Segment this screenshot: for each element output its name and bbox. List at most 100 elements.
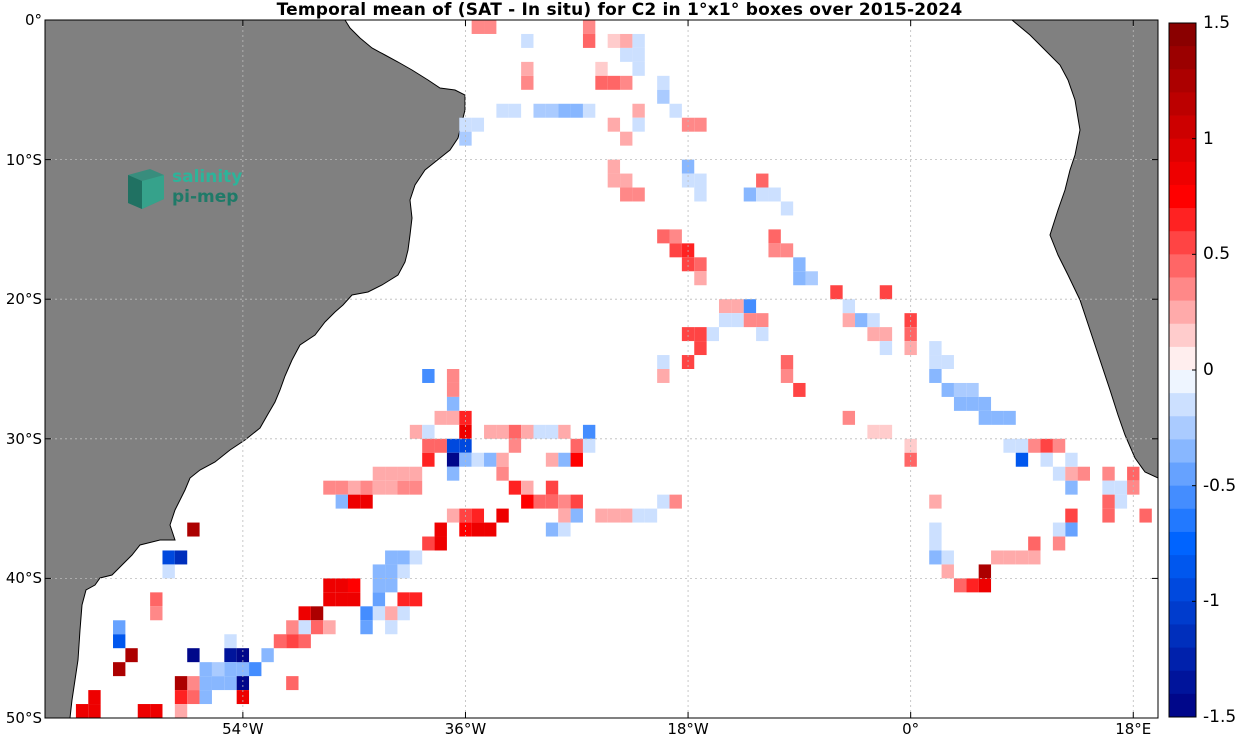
heatmap-cell bbox=[620, 131, 633, 146]
heatmap-cell bbox=[607, 159, 621, 174]
colorbar-swatch bbox=[1169, 416, 1196, 440]
heatmap-cell bbox=[694, 173, 707, 188]
heatmap-cell bbox=[582, 424, 596, 439]
heatmap-cell bbox=[867, 424, 880, 439]
heatmap-cell bbox=[1052, 438, 1066, 453]
colorbar-swatch bbox=[1169, 670, 1196, 695]
heatmap-cell bbox=[508, 424, 522, 439]
heatmap-cell bbox=[298, 620, 311, 635]
heatmap-cell bbox=[422, 424, 435, 439]
heatmap-cell bbox=[545, 424, 559, 439]
colorbar-tick-label: -0.5 bbox=[1203, 475, 1237, 496]
heatmap-cell bbox=[669, 494, 682, 509]
heatmap-cell bbox=[929, 550, 942, 565]
heatmap-cell bbox=[620, 173, 633, 188]
heatmap-cell bbox=[978, 396, 992, 411]
heatmap-cell bbox=[558, 452, 571, 467]
heatmap-cell bbox=[929, 341, 942, 356]
colorbar-swatch bbox=[1169, 624, 1196, 648]
heatmap-cell bbox=[570, 103, 583, 118]
heatmap-cell bbox=[187, 648, 200, 663]
heatmap-cell bbox=[694, 117, 707, 132]
heatmap-cell bbox=[879, 327, 893, 342]
heatmap-cell bbox=[657, 494, 670, 509]
heatmap-cell bbox=[879, 341, 893, 356]
heatmap-cell bbox=[855, 313, 868, 328]
heatmap-cell bbox=[496, 424, 509, 439]
heatmap-cell bbox=[224, 634, 237, 649]
heatmap-cell bbox=[694, 187, 707, 202]
heatmap-cell bbox=[558, 494, 571, 509]
heatmap-cell bbox=[1052, 466, 1066, 481]
y-tick-label: 10°S bbox=[5, 150, 42, 169]
heatmap-cell bbox=[1040, 438, 1053, 453]
heatmap-cell bbox=[978, 410, 992, 425]
heatmap-cell bbox=[224, 662, 237, 677]
heatmap-cell bbox=[607, 173, 621, 188]
heatmap-cell bbox=[1102, 494, 1115, 509]
heatmap-cell bbox=[1102, 466, 1115, 481]
heatmap-cell bbox=[966, 382, 979, 397]
colorbar-swatch bbox=[1169, 69, 1196, 93]
heatmap-cell bbox=[360, 606, 373, 621]
heatmap-cell bbox=[199, 662, 212, 677]
heatmap-cell bbox=[298, 606, 311, 621]
heatmap-cell bbox=[372, 578, 386, 593]
heatmap-cell bbox=[545, 494, 559, 509]
colorbar-swatch bbox=[1169, 462, 1196, 487]
heatmap-cell bbox=[199, 676, 212, 691]
heatmap-cell bbox=[830, 285, 843, 300]
heatmap-cell bbox=[446, 382, 460, 397]
heatmap-cell bbox=[75, 704, 89, 718]
heatmap-cell bbox=[409, 480, 423, 495]
colorbar-swatch bbox=[1169, 647, 1196, 672]
colorbar-tick-label: 1.5 bbox=[1203, 13, 1231, 33]
heatmap-cell bbox=[310, 606, 324, 621]
heatmap-cell bbox=[360, 620, 373, 635]
axis-ticks bbox=[45, 19, 1158, 719]
heatmap-cell bbox=[620, 508, 633, 523]
heatmap-cell bbox=[1065, 508, 1078, 523]
colorbar-swatch bbox=[1169, 601, 1196, 625]
heatmap-cell bbox=[434, 522, 447, 537]
heatmap-cell bbox=[236, 690, 250, 705]
heatmap-cell bbox=[174, 704, 188, 718]
heatmap-cell bbox=[620, 75, 633, 90]
heatmap-cell bbox=[607, 117, 621, 132]
heatmap-cell bbox=[1077, 466, 1090, 481]
colorbar-tick-label: 0 bbox=[1203, 360, 1214, 380]
heatmap-cell bbox=[187, 690, 200, 705]
heatmap-cell bbox=[286, 676, 299, 691]
heatmap-cell bbox=[595, 508, 608, 523]
heatmap-cell bbox=[249, 662, 262, 677]
heatmap-cell bbox=[582, 103, 596, 118]
heatmap-cell bbox=[953, 382, 967, 397]
heatmap-cell bbox=[422, 369, 435, 383]
heatmap-cell bbox=[558, 103, 571, 118]
heatmap-cell bbox=[1015, 438, 1029, 453]
heatmap-cell bbox=[1114, 494, 1128, 509]
heatmap-cell bbox=[521, 480, 534, 495]
heatmap-cell bbox=[211, 676, 225, 691]
heatmap-cell bbox=[422, 438, 435, 453]
heatmap-cell bbox=[1065, 452, 1078, 467]
heatmap-cell bbox=[657, 89, 670, 104]
heatmap-cell bbox=[409, 424, 423, 439]
heatmap-cell bbox=[966, 396, 979, 411]
heatmap-cell bbox=[347, 578, 361, 593]
heatmap-cell bbox=[471, 117, 485, 132]
heatmap-cell bbox=[88, 704, 101, 718]
heatmap-cell bbox=[298, 634, 311, 649]
heatmap-cell bbox=[261, 648, 274, 663]
colorbar-swatch bbox=[1169, 508, 1196, 533]
heatmap-cell bbox=[385, 550, 398, 565]
colorbar-tick-label: -1.5 bbox=[1203, 707, 1237, 727]
heatmap-cell bbox=[780, 243, 794, 258]
heatmap-cell bbox=[125, 648, 138, 663]
heatmap-cell bbox=[150, 606, 163, 621]
heatmap-cell bbox=[780, 369, 794, 383]
heatmap-cell bbox=[1139, 508, 1152, 523]
heatmap-cell bbox=[496, 452, 509, 467]
heatmap-cell bbox=[459, 131, 472, 146]
colorbar-swatch bbox=[1169, 161, 1196, 186]
